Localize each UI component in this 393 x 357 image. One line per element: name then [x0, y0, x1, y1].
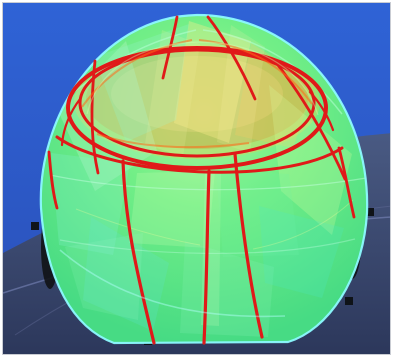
dome-render — [3, 3, 390, 354]
render-viewport — [2, 2, 391, 355]
dome-body — [40, 15, 368, 343]
inner-contour — [86, 41, 319, 116]
support-foot-3 — [345, 297, 353, 305]
front-highlight — [59, 249, 286, 318]
red-ribs — [47, 15, 356, 345]
support-foot-1 — [31, 222, 39, 230]
dome-outline — [39, 13, 369, 345]
support-foot-4 — [366, 208, 374, 216]
